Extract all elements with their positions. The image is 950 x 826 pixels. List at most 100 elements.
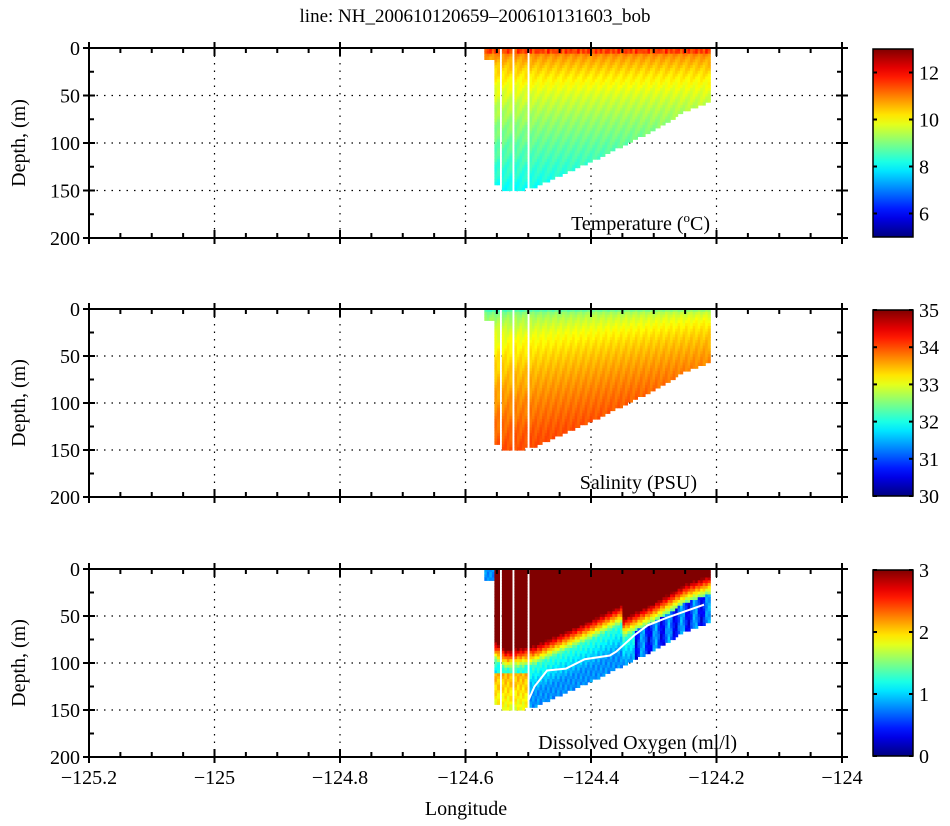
section-cell	[650, 90, 654, 95]
section-cell	[569, 142, 573, 146]
section-cell	[547, 179, 551, 183]
section-cell	[557, 170, 561, 174]
section-cell	[707, 79, 711, 83]
section-cell	[572, 150, 576, 154]
section-cell	[670, 50, 674, 55]
section-cell	[587, 53, 591, 58]
section-cell	[637, 50, 641, 55]
section-cell	[529, 65, 533, 69]
section-cell	[496, 170, 500, 174]
section-cell	[692, 59, 696, 63]
section-cell	[544, 87, 548, 92]
section-cell	[532, 87, 536, 92]
section-cell	[524, 444, 528, 448]
section-cell	[609, 144, 613, 149]
section-cell	[599, 99, 603, 103]
section-cell	[599, 96, 603, 100]
section-cell	[542, 50, 546, 55]
section-cell	[602, 107, 606, 112]
section-cell	[670, 93, 674, 98]
section-cell	[612, 127, 616, 132]
section-cell	[572, 68, 576, 72]
section-cell	[639, 90, 643, 95]
section-cell	[629, 139, 633, 143]
section-cell	[532, 96, 536, 100]
section-cell	[554, 122, 558, 126]
section-cell	[607, 127, 611, 132]
section-cell	[692, 99, 696, 103]
section-cell	[589, 56, 593, 60]
section-cell	[501, 76, 505, 80]
section-cell	[572, 85, 576, 89]
section-cell	[687, 79, 691, 83]
section-cell	[660, 70, 664, 75]
section-cell	[537, 90, 541, 95]
section-cell	[692, 96, 696, 100]
section-cell	[599, 73, 603, 78]
section-cell	[645, 125, 649, 129]
section-cell	[569, 119, 573, 123]
section-cell	[524, 127, 528, 132]
section-cell	[567, 107, 571, 112]
section-cell	[602, 127, 606, 132]
section-cell	[680, 110, 684, 115]
section-cell	[657, 122, 661, 126]
section-cells	[484, 48, 711, 192]
section-cell	[652, 56, 656, 60]
section-cell	[582, 79, 586, 83]
section-cell	[554, 53, 558, 58]
section-cell	[667, 73, 671, 78]
section-cell	[554, 150, 558, 154]
section-cell	[564, 139, 568, 143]
section-cell	[496, 173, 500, 177]
section-cell	[624, 62, 628, 66]
section-cell	[599, 90, 603, 95]
section-cell	[506, 181, 510, 186]
section-cell	[587, 59, 591, 63]
section-cell	[506, 48, 510, 52]
section-cell	[584, 139, 588, 143]
section-cell	[501, 127, 505, 132]
section-cell	[637, 70, 641, 75]
section-cell	[569, 50, 573, 55]
section-cell	[647, 62, 651, 66]
section-cell	[637, 73, 641, 78]
section-cell	[544, 102, 548, 106]
section-cell	[677, 48, 681, 52]
section-cell	[657, 105, 661, 109]
section-cell	[549, 119, 553, 123]
section-cell	[587, 127, 591, 132]
section-cell	[496, 53, 500, 58]
section-cell	[617, 99, 621, 103]
section-cell	[662, 85, 666, 89]
section-cell	[650, 76, 654, 80]
section-cell	[549, 59, 553, 63]
section-cell	[524, 48, 528, 52]
section-cell	[662, 82, 666, 86]
section-cell	[579, 90, 583, 95]
section-cell	[665, 99, 669, 103]
section-cell	[690, 90, 694, 95]
section-cell	[509, 142, 513, 146]
section-cell	[665, 79, 669, 83]
section-cell	[632, 70, 636, 75]
section-cell	[509, 105, 513, 109]
section-cell	[632, 73, 636, 78]
section-cell	[622, 53, 626, 58]
section-cell	[574, 90, 578, 95]
section-cell	[519, 144, 523, 149]
section-cell	[667, 82, 671, 86]
section-cell	[554, 93, 558, 98]
section-cell	[501, 113, 505, 117]
section-cell	[594, 53, 598, 58]
section-cell	[584, 125, 588, 129]
section-cell	[539, 99, 543, 103]
section-cell	[572, 113, 576, 117]
section-cell	[582, 93, 586, 98]
section-cell	[562, 62, 566, 66]
section-cell	[529, 179, 533, 183]
section-cell	[680, 70, 684, 75]
section-cell	[552, 176, 556, 180]
section-cell	[642, 133, 646, 137]
section-cell	[657, 113, 661, 117]
